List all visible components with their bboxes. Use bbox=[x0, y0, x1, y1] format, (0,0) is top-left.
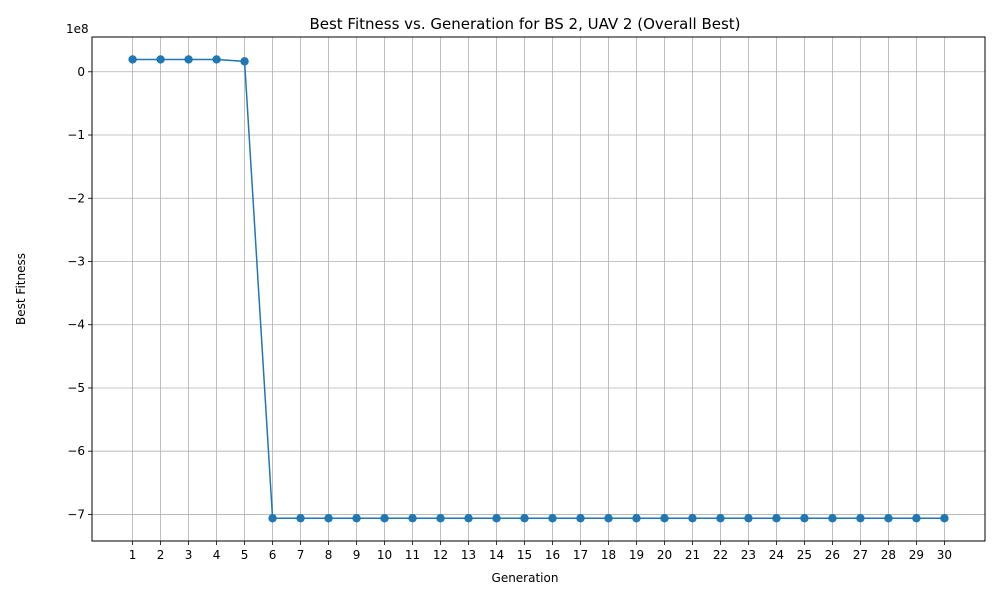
data-point bbox=[548, 514, 557, 523]
x-tick-label: 15 bbox=[517, 548, 532, 562]
plot-frame bbox=[91, 36, 986, 542]
x-tick-label: 22 bbox=[713, 548, 728, 562]
data-point bbox=[856, 514, 865, 523]
data-point bbox=[604, 514, 613, 523]
data-point bbox=[772, 514, 781, 523]
data-point bbox=[352, 514, 361, 523]
x-tick-label: 13 bbox=[461, 548, 476, 562]
y-tick-label: −2 bbox=[67, 191, 85, 205]
data-point bbox=[576, 514, 585, 523]
data-point bbox=[940, 514, 949, 523]
data-point bbox=[828, 514, 837, 523]
data-point bbox=[128, 55, 137, 64]
data-point bbox=[492, 514, 501, 523]
x-tick-label: 25 bbox=[797, 548, 812, 562]
x-tick-label: 3 bbox=[185, 548, 193, 562]
data-point bbox=[296, 514, 305, 523]
x-tick-label: 8 bbox=[325, 548, 333, 562]
y-axis-ticks: 0 −1 −2 −3 −4 −5 −6 −7 bbox=[67, 65, 92, 521]
x-tick-label: 1 bbox=[129, 548, 137, 562]
y-tick-label: 0 bbox=[77, 65, 85, 79]
series-line-layer bbox=[132, 58, 945, 519]
x-tick-label: 17 bbox=[573, 548, 588, 562]
x-tick-label: 27 bbox=[853, 548, 868, 562]
x-tick-label: 5 bbox=[241, 548, 249, 562]
x-tick-label: 30 bbox=[937, 548, 952, 562]
x-tick-label: 9 bbox=[353, 548, 361, 562]
data-point bbox=[520, 514, 529, 523]
data-point bbox=[884, 514, 893, 523]
data-point bbox=[380, 514, 389, 523]
y-tick-label: −5 bbox=[67, 381, 85, 395]
data-point bbox=[324, 514, 333, 523]
data-point-layer bbox=[128, 55, 949, 523]
y-tick-label: −7 bbox=[67, 507, 85, 521]
data-point bbox=[184, 55, 193, 64]
data-point bbox=[268, 514, 277, 523]
grid bbox=[92, 37, 985, 541]
x-axis-ticks: 1 2 3 4 5 6 7 8 9 10 11 12 13 14 15 16 17 18 19 20 21 22 23 24 2… bbox=[129, 541, 952, 562]
x-tick-label: 28 bbox=[881, 548, 896, 562]
data-point bbox=[800, 514, 809, 523]
series-line bbox=[132, 58, 945, 519]
x-tick-label: 11 bbox=[405, 548, 420, 562]
x-tick-label: 10 bbox=[377, 548, 392, 562]
data-point bbox=[660, 514, 669, 523]
x-axis-label: Generation bbox=[492, 571, 559, 585]
data-point bbox=[912, 514, 921, 523]
x-tick-label: 18 bbox=[601, 548, 616, 562]
chart-title: Best Fitness vs. Generation for BS 2, UA… bbox=[309, 15, 740, 33]
data-point bbox=[688, 514, 697, 523]
x-tick-label: 2 bbox=[157, 548, 165, 562]
x-tick-label: 24 bbox=[769, 548, 784, 562]
x-tick-label: 19 bbox=[629, 548, 644, 562]
x-tick-label: 7 bbox=[297, 548, 305, 562]
data-point bbox=[212, 55, 221, 64]
data-point bbox=[436, 514, 445, 523]
x-tick-label: 6 bbox=[269, 548, 277, 562]
data-point bbox=[632, 514, 641, 523]
data-point bbox=[464, 514, 473, 523]
x-tick-label: 29 bbox=[909, 548, 924, 562]
y-tick-label: −6 bbox=[67, 444, 85, 458]
data-point bbox=[240, 57, 249, 66]
x-tick-label: 16 bbox=[545, 548, 560, 562]
y-tick-label: −4 bbox=[67, 318, 85, 332]
data-point bbox=[744, 514, 753, 523]
x-tick-label: 14 bbox=[489, 548, 504, 562]
data-point bbox=[408, 514, 417, 523]
x-tick-label: 4 bbox=[213, 548, 221, 562]
data-point bbox=[716, 514, 725, 523]
x-tick-label: 23 bbox=[741, 548, 756, 562]
x-tick-label: 21 bbox=[685, 548, 700, 562]
x-tick-label: 20 bbox=[657, 548, 672, 562]
y-tick-label: −1 bbox=[67, 128, 85, 142]
x-tick-label: 12 bbox=[433, 548, 448, 562]
y-tick-label: −3 bbox=[67, 254, 85, 268]
y-offset-label: 1e8 bbox=[66, 22, 89, 36]
data-point bbox=[156, 55, 165, 64]
x-tick-label: 26 bbox=[825, 548, 840, 562]
y-axis-label: Best Fitness bbox=[14, 253, 28, 325]
